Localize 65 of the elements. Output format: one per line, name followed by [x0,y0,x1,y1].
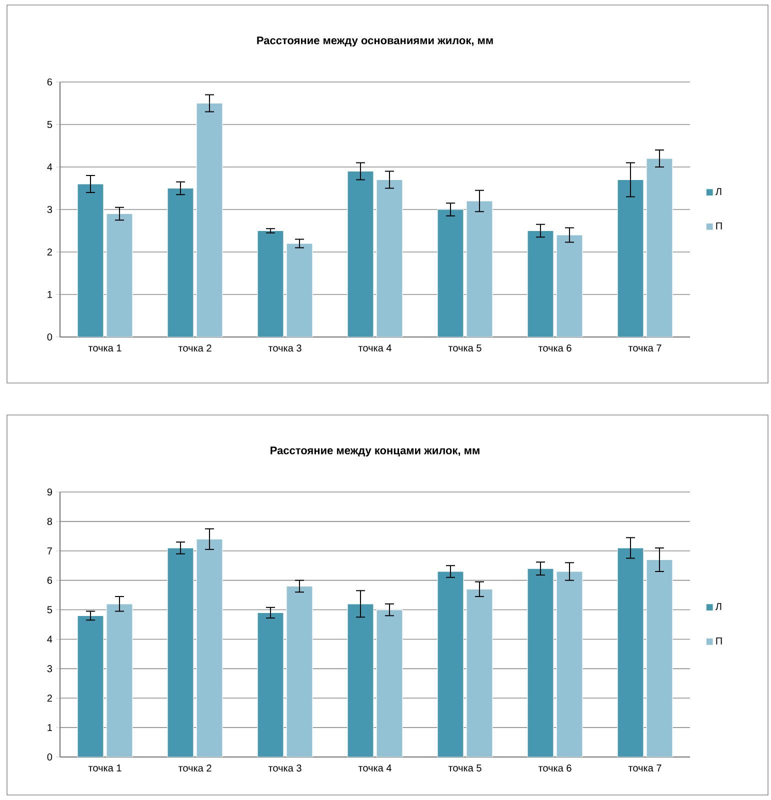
x-tick-label: точка 2 [178,764,212,772]
bar [77,615,104,757]
y-tick-label: 2 [47,694,52,702]
bar [347,170,374,337]
y-tick-label: 7 [47,547,52,554]
y-tick-label: 5 [47,121,52,128]
y-tick-label: 6 [47,78,52,86]
bar [556,571,583,757]
bar [196,102,223,337]
y-tick-label: 4 [47,636,52,643]
bar [527,568,554,757]
chart-title: Расстояние между концами жилок, мм [270,446,480,456]
legend-label: П [716,637,722,644]
bar [466,588,493,757]
x-tick-label: точка 1 [88,764,122,772]
x-tick-label: точка 6 [538,764,572,772]
bar [376,609,403,757]
y-tick-label: 9 [47,488,52,496]
y-tick-label: 1 [48,291,52,298]
bar [196,538,223,757]
bar [376,179,403,337]
y-tick-label: 1 [48,724,52,731]
legend-label: Л [716,188,722,196]
bar [646,158,673,337]
bar [257,612,284,757]
bar [617,179,644,337]
x-tick-label: точка 5 [448,764,482,772]
y-tick-label: 0 [47,333,52,341]
bar [286,586,313,757]
legend-label: П [716,222,722,230]
bar [527,230,554,337]
bar [556,234,583,337]
bar [106,213,133,337]
y-tick-label: 5 [47,606,52,614]
bar [77,184,104,337]
y-tick-label: 3 [47,665,52,672]
y-tick-label: 0 [47,753,52,761]
x-tick-label: точка 6 [538,344,572,352]
x-tick-label: точка 4 [358,764,392,772]
bar [167,548,194,757]
bar [646,559,673,757]
bar [617,548,644,757]
x-tick-label: точка 4 [358,344,392,352]
bar [286,243,313,337]
legend-label: Л [716,603,722,610]
bar [347,604,374,757]
x-tick-label: точка 2 [178,344,212,352]
chart-title: Расстояние между основаниями жилок, мм [257,36,493,46]
bar [466,200,493,337]
bar [167,188,194,337]
x-tick-label: точка 7 [628,344,662,352]
y-tick-label: 6 [47,576,52,584]
x-tick-label: точка 5 [448,344,482,352]
x-tick-label: точка 3 [268,344,302,352]
x-tick-label: точка 3 [268,764,302,772]
x-tick-label: точка 1 [88,344,122,352]
bar [437,571,464,757]
y-tick-label: 4 [47,164,52,170]
bar [257,230,284,337]
y-tick-label: 8 [47,518,52,525]
bar [106,604,133,757]
y-tick-label: 3 [47,206,52,214]
y-tick-label: 2 [47,248,52,256]
bar [437,209,464,337]
x-tick-label: точка 7 [628,764,662,772]
